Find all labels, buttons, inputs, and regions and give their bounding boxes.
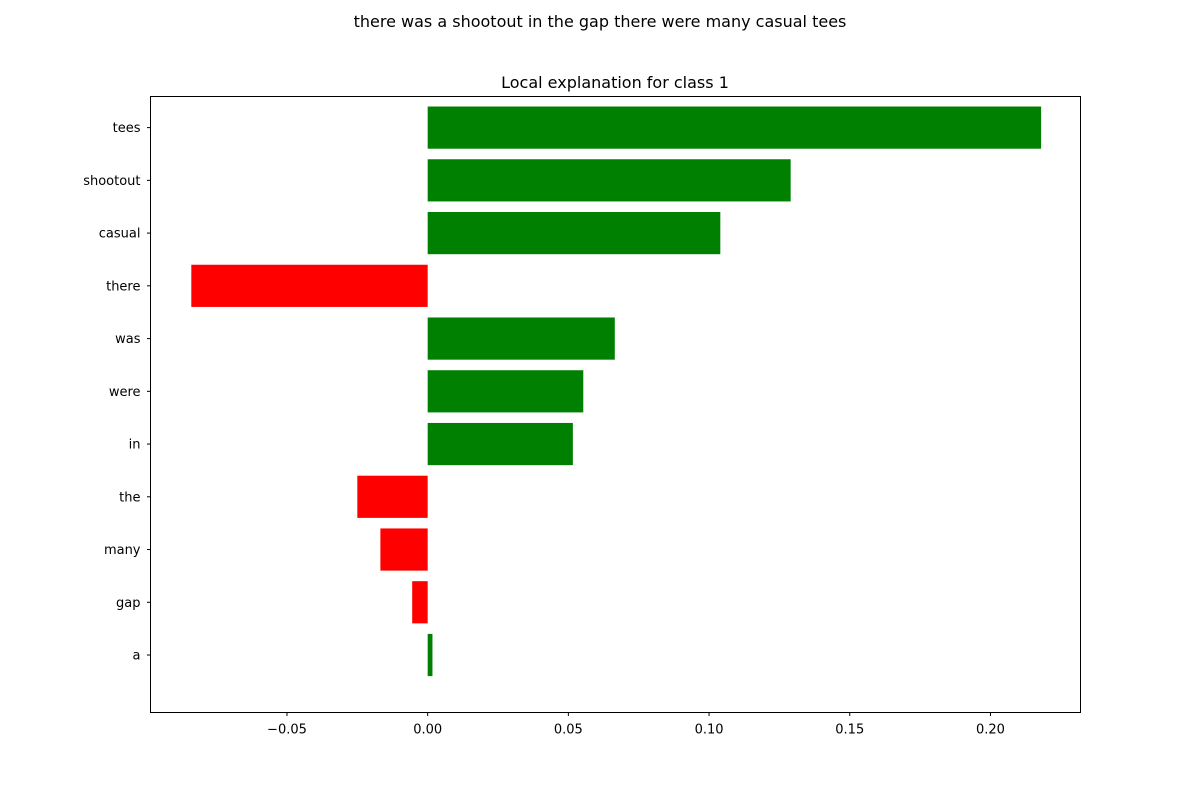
bar-gap (412, 581, 428, 624)
bar-there (191, 264, 428, 307)
x-tick-label: 0.05 (554, 723, 583, 738)
y-tick-label: was (115, 332, 141, 347)
bar-tees (427, 106, 1042, 149)
y-tick-label: tees (113, 121, 141, 136)
bar-in (427, 422, 573, 466)
y-tick-label: a (133, 649, 141, 664)
y-tick-label: shootout (83, 174, 140, 189)
x-tick-label: 0.15 (835, 723, 864, 738)
y-tick-label: were (109, 385, 141, 400)
x-tick-label: 0.20 (976, 723, 1005, 738)
x-tick-label: 0.10 (695, 723, 724, 738)
bars-layer (191, 106, 1042, 677)
bar-shootout (427, 159, 791, 202)
x-axis-ticks: −0.05 0.00 0.05 0.10 0.15 0.20 (267, 712, 1005, 738)
bar-were (427, 370, 584, 413)
bar-a (427, 633, 433, 677)
y-axis-ticks: tees shootout casual there was were in the many g… (83, 121, 151, 664)
bar-the (357, 475, 428, 518)
y-tick-label: many (104, 543, 141, 558)
x-tick-label: −0.05 (267, 723, 307, 738)
plot-frame (150, 96, 1081, 713)
y-tick-label: the (119, 490, 140, 505)
y-tick-label: there (106, 279, 140, 294)
y-tick-label: in (129, 438, 141, 453)
bar-was (427, 317, 615, 360)
x-tick-label: 0.00 (413, 723, 442, 738)
y-tick-label: gap (116, 596, 140, 611)
chart-title: Local explanation for class 1 (501, 73, 729, 92)
bar-casual (427, 212, 721, 255)
figure-title: there was a shootout in the gap there we… (353, 12, 847, 31)
y-tick-label: casual (99, 227, 141, 242)
bar-many (380, 528, 428, 571)
